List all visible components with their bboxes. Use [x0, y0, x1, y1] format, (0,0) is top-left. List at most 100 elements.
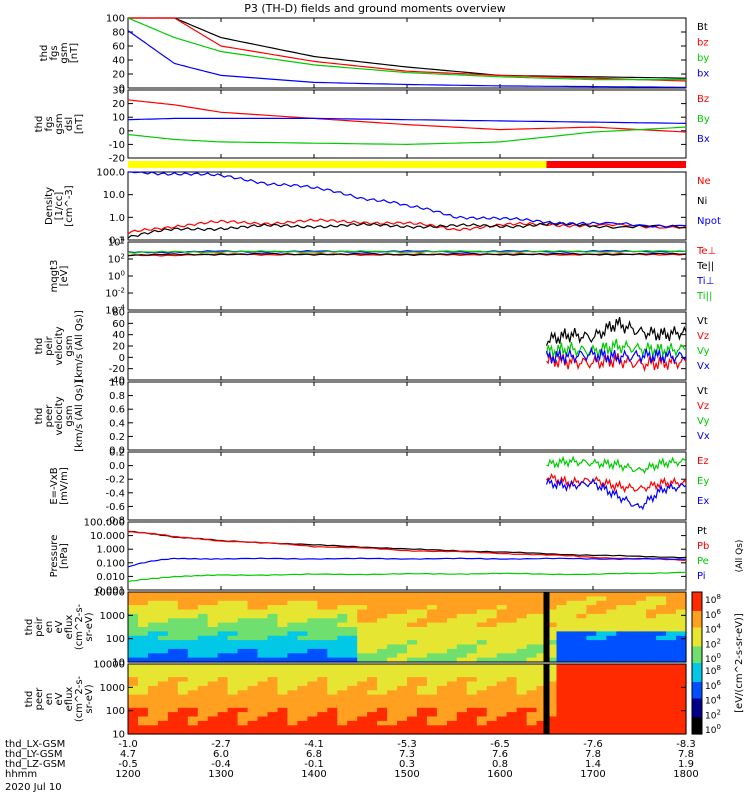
panel-peer-spectrogram-cell [526, 716, 538, 722]
panel-peer-spectrogram-cell [426, 725, 438, 731]
time-axis-row-label: thd_LZ-GSM [5, 759, 66, 770]
panel-peir-spectrogram-cell [506, 609, 518, 615]
panel-peer-spectrogram-cell [397, 699, 408, 704]
panel-fgs-mag-series-Bt [128, 17, 687, 79]
panel-peir-spectrogram-cell [147, 613, 159, 619]
panel-peir-spectrogram-cell [466, 618, 478, 624]
panel-peer-spectrogram-cell [367, 707, 378, 713]
panel-peir-spectrogram-cell [486, 609, 498, 615]
panel-peir-spectrogram-cell [426, 648, 438, 654]
panel-peer-spectrogram-cell [307, 664, 318, 669]
panel-peir-spectrogram-cell [147, 609, 159, 615]
panel-peer-spectrogram-cell [516, 716, 528, 722]
panel-peer-spectrogram-cell [407, 677, 418, 683]
panel-peer-spectrogram-cell [317, 664, 328, 669]
panel-peer-spectrogram-cell [496, 668, 508, 674]
panel-peer-spectrogram-cell [526, 694, 538, 700]
panel-peir-spectrogram-cell [157, 648, 169, 654]
panel-peir-spectrogram-cell [247, 609, 259, 615]
panel-peir-spectrogram-cell [167, 613, 179, 619]
panel-peer-spectrogram-cell [646, 694, 657, 700]
panel-peer-spectrogram-ylabel: thd [24, 691, 35, 708]
panel-peir-spectrogram-cell [197, 648, 209, 654]
panel-peir-spectrogram-cell [247, 631, 259, 637]
panel-peir-spectrogram-cell [307, 596, 318, 602]
panel-peir-spectrogram-cell [257, 596, 269, 602]
panel-peir-spectrogram-cell [486, 653, 498, 659]
panel-peer-spectrogram-cell [407, 668, 418, 674]
panel-peer-spectrogram-cell [496, 699, 508, 704]
panel-peir-spectrogram-cell [407, 648, 418, 654]
panel-peer-spectrogram-cell [456, 677, 468, 683]
panel-peir-spectrogram-cell [466, 657, 478, 663]
panel-peir-spectrogram-cell [586, 600, 597, 606]
panel-peir-spectrogram-cell [157, 600, 169, 606]
panel-peer-spectrogram-cell [656, 694, 667, 700]
panel-peir-spectrogram-cell [426, 618, 438, 624]
panel-peer-spectrogram-cell [596, 685, 607, 691]
panel-peir-spectrogram-cell [526, 627, 538, 632]
panel-peir-spectrogram-cell [486, 640, 498, 646]
panel-peir-spectrogram-cell [446, 600, 458, 606]
panel-peir-spectrogram-cell [277, 605, 289, 611]
panel-peir-spectrogram-cell [257, 609, 269, 615]
panel-peir-spectrogram-ytick-label: 100 [106, 634, 125, 645]
panel-peir-spectrogram-cell [337, 657, 348, 663]
panel-peir-spectrogram-cell [546, 644, 558, 650]
panel-peer-spectrogram-cell [646, 677, 657, 683]
panel-peir-spectrogram-cell [167, 609, 179, 615]
panel-peer-spectrogram-cell [207, 725, 219, 731]
panel-peer-spectrogram-cell [377, 677, 388, 683]
panel-peer-spectrogram-cell [436, 720, 448, 726]
colorbar-cell [692, 634, 702, 638]
panel-peir-spectrogram-cell [227, 600, 239, 606]
panel-peir-spectrogram-cell [357, 627, 368, 632]
colorbar-cell [692, 599, 702, 603]
panel-peer-spectrogram-cell [287, 699, 298, 704]
panel-peer-spectrogram-cell [197, 685, 209, 691]
panel-peir-spectrogram-cell [197, 635, 209, 641]
panel-peer-spectrogram-cell [367, 672, 378, 678]
panel-peir-spectrogram-cell [237, 635, 249, 641]
panel-peir-spectrogram-cell [626, 640, 637, 646]
panel-peir-spectrogram-cell [636, 657, 647, 663]
panel-peir-spectrogram-cell [676, 640, 687, 646]
panel-peer-spectrogram-cell [128, 677, 139, 683]
panel-peir-spectrogram-cell [546, 622, 558, 628]
panel-peer-spectrogram-cell [397, 729, 408, 735]
panel-peir-spectrogram-cell [128, 631, 139, 637]
panel-peir-spectrogram-cell [277, 640, 289, 646]
panel-peer-spectrogram-cell [197, 694, 209, 700]
panel-peir-spectrogram-cell [397, 609, 408, 615]
panel-peir-spectrogram-cell [666, 613, 677, 619]
panel-peir-spectrogram-cell [207, 600, 219, 606]
panel-density-series-Npot [128, 171, 687, 229]
panel-peer-spectrogram-cell [227, 672, 239, 678]
panel-peer-spectrogram-cell [536, 703, 548, 709]
panel-peir-spectrogram-cell [566, 657, 577, 663]
panel-peir-spectrogram-cell [526, 609, 538, 615]
panel-peer-spectrogram-cell [157, 672, 169, 678]
colorbar-cell [692, 707, 702, 711]
panel-peer-spectrogram-cell [456, 725, 468, 731]
panel-peer-spectrogram-cell [636, 699, 647, 704]
panel-peir-spectrogram-cell [128, 657, 139, 663]
panel-peir-spectrogram-cell [367, 644, 378, 650]
panel-peir-spectrogram-cell [426, 640, 438, 646]
panel-peir-spectrogram-cell [546, 631, 558, 637]
panel-peer-spectrogram-cell [546, 716, 558, 722]
panel-peer-spectrogram-cell [646, 672, 657, 678]
panel-peer-spectrogram-cell [496, 729, 508, 735]
panel-peir-spectrogram-cell [476, 618, 488, 624]
panel-peer-spectrogram-cell [317, 725, 328, 731]
panel-peir-spectrogram-cell [656, 613, 667, 619]
panel-peir-spectrogram-cell [456, 592, 468, 597]
panel-peer-spectrogram-cell [626, 699, 637, 704]
panel-peir-spectrogram-cell [526, 653, 538, 659]
panel-peer-spectrogram-cell [606, 681, 617, 687]
panel-peir-spectrogram-cell [187, 644, 199, 650]
panel-peir-spectrogram-cell [407, 644, 418, 650]
panel-peir-spectrogram-cell [167, 640, 179, 646]
panel-peer-spectrogram-cell [466, 703, 478, 709]
panel-peer-spectrogram-cell [337, 672, 348, 678]
